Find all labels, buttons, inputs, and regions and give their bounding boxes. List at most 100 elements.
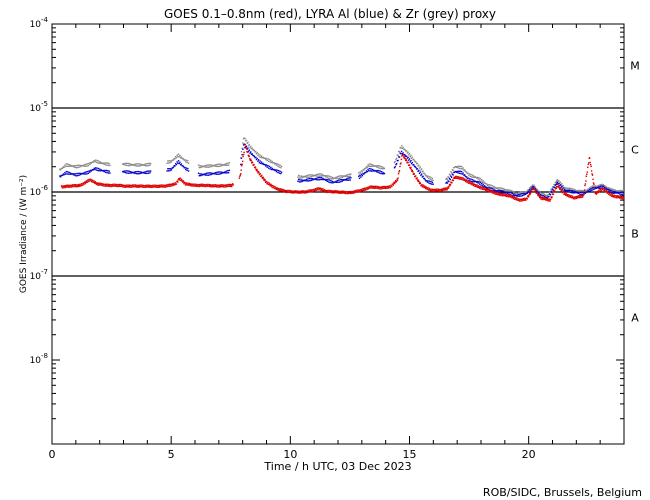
series-point xyxy=(528,187,531,189)
series-point xyxy=(103,163,105,165)
series-point xyxy=(557,186,559,188)
series-point xyxy=(341,180,343,182)
series-point xyxy=(80,172,83,175)
series-point xyxy=(431,177,434,180)
series-point xyxy=(250,147,253,150)
series-point xyxy=(602,184,604,186)
series-point xyxy=(564,192,566,194)
series-point xyxy=(96,182,98,185)
series-point xyxy=(260,162,262,165)
series-point xyxy=(174,156,177,158)
series-point xyxy=(514,192,517,194)
series-point xyxy=(504,194,507,197)
series-point xyxy=(123,163,125,166)
series-point xyxy=(99,170,102,172)
series-point xyxy=(443,189,445,191)
series-point xyxy=(82,164,85,166)
series-point xyxy=(105,169,108,172)
series-point xyxy=(82,173,84,175)
series-point xyxy=(258,162,261,164)
series-point xyxy=(488,187,491,189)
series-point xyxy=(613,195,616,197)
series-point xyxy=(427,175,429,177)
series-point xyxy=(621,196,623,198)
series-point xyxy=(262,178,265,180)
series-point xyxy=(601,185,604,188)
series-point xyxy=(180,179,182,182)
series-point xyxy=(107,162,109,164)
series-point xyxy=(451,173,454,175)
series-point xyxy=(519,191,522,193)
series-point xyxy=(170,169,173,171)
series-point xyxy=(450,171,452,173)
series-point xyxy=(450,172,453,174)
series-point xyxy=(502,193,505,195)
series-point xyxy=(398,156,400,158)
series-point xyxy=(401,147,404,149)
series-point xyxy=(548,196,550,198)
series-point xyxy=(320,176,323,179)
series-point xyxy=(399,165,401,168)
series-point xyxy=(553,186,556,189)
series-point xyxy=(217,173,219,175)
y-tick-label: 10-8 xyxy=(30,352,48,366)
series-point xyxy=(528,189,530,192)
series-point xyxy=(378,172,381,174)
series-point xyxy=(405,155,408,157)
series-point xyxy=(608,188,610,190)
series-point xyxy=(125,185,127,187)
series-point xyxy=(572,190,574,192)
series-point xyxy=(176,161,178,163)
series-point xyxy=(308,174,311,176)
series-point xyxy=(147,172,150,174)
series-point xyxy=(104,164,107,166)
series-point xyxy=(353,191,356,194)
series-point xyxy=(428,187,431,190)
series-point xyxy=(521,198,523,200)
series-point xyxy=(268,165,271,168)
series-point xyxy=(528,188,531,191)
series-point xyxy=(583,191,586,194)
series-point xyxy=(616,190,619,192)
series-point xyxy=(605,191,607,193)
series-point xyxy=(453,177,455,179)
series-point xyxy=(458,177,460,179)
goes-series xyxy=(60,144,625,202)
series-point xyxy=(472,184,475,187)
series-point xyxy=(335,177,338,180)
series-point xyxy=(92,168,94,171)
series-point xyxy=(107,172,110,174)
series-point xyxy=(574,191,577,193)
series-point xyxy=(64,165,67,168)
series-point xyxy=(457,176,460,178)
series-point xyxy=(168,185,170,187)
series-point xyxy=(545,194,547,196)
series-point xyxy=(153,184,155,186)
series-point xyxy=(102,162,104,165)
series-point xyxy=(366,187,369,189)
series-point xyxy=(101,162,103,165)
series-point xyxy=(168,168,170,170)
series-point xyxy=(436,188,438,190)
series-point xyxy=(587,166,589,168)
series-point xyxy=(590,170,593,172)
series-point xyxy=(394,166,396,168)
series-point xyxy=(280,172,282,175)
series-point xyxy=(310,179,313,182)
series-point xyxy=(379,186,382,188)
series-point xyxy=(366,188,368,191)
series-point xyxy=(445,178,447,180)
series-point xyxy=(579,189,582,192)
series-point xyxy=(604,186,607,189)
series-point xyxy=(394,182,396,185)
series-point xyxy=(273,162,276,164)
series-point xyxy=(532,187,534,189)
series-point xyxy=(241,160,244,163)
series-point xyxy=(280,189,282,191)
series-point xyxy=(556,185,558,188)
series-point xyxy=(458,172,461,175)
series-point xyxy=(401,155,403,157)
series-point xyxy=(448,173,451,175)
series-point xyxy=(563,188,566,191)
